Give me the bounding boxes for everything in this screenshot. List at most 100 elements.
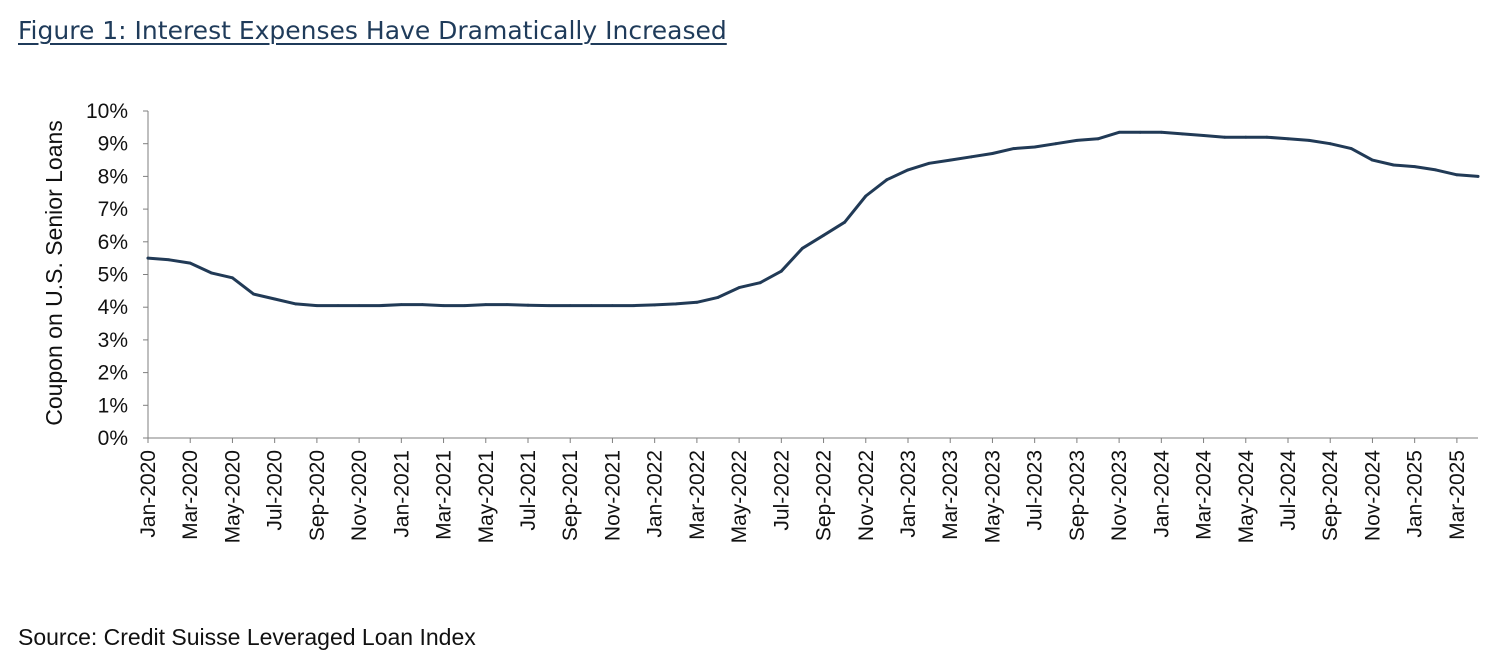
figure-title: Figure 1: Interest Expenses Have Dramati… <box>18 16 727 45</box>
y-tick-label: 3% <box>98 329 128 352</box>
x-tick-label: Jan-2020 <box>137 450 160 538</box>
x-tick-label: Jan-2025 <box>1404 450 1427 538</box>
data-point <box>843 220 847 224</box>
y-tick-label: 6% <box>98 231 128 254</box>
data-point <box>991 152 994 155</box>
data-point <box>611 304 614 307</box>
data-point <box>252 292 256 296</box>
data-point <box>589 304 593 307</box>
y-tick-label: 1% <box>98 394 128 417</box>
x-tick-label: Jan-2023 <box>897 450 920 538</box>
data-point <box>378 304 382 307</box>
data-point <box>1265 135 1269 139</box>
data-point <box>927 161 931 165</box>
data-point <box>231 276 234 280</box>
data-point <box>1223 135 1227 139</box>
data-point <box>357 304 361 307</box>
x-tick-label: Nov-2022 <box>855 450 878 541</box>
x-tick-label: Jan-2022 <box>644 450 667 538</box>
data-point <box>1307 139 1311 142</box>
y-tick-label: 4% <box>98 296 128 319</box>
x-tick-label: Mar-2022 <box>686 450 709 540</box>
x-tick-label: May-2024 <box>1235 450 1258 544</box>
y-axis: 0% 1% 2% 3% 4% 5% 6% 7% 8% 9% 10% <box>86 100 149 450</box>
x-tick-label: Jul-2023 <box>1024 450 1047 531</box>
data-point <box>1012 147 1015 151</box>
data-point <box>737 286 741 289</box>
data-point <box>1096 137 1100 141</box>
data-point <box>526 303 530 307</box>
source-note: Source: Credit Suisse Leveraged Loan Ind… <box>18 624 476 650</box>
data-point <box>399 303 403 306</box>
data-point <box>421 303 424 306</box>
y-tick-label: 10% <box>86 100 128 123</box>
data-point <box>568 304 572 307</box>
data-point <box>1075 139 1079 142</box>
data-point <box>188 261 192 265</box>
data-point <box>906 168 910 172</box>
x-tick-label: Sep-2020 <box>306 450 329 541</box>
data-point <box>885 178 889 182</box>
data-point <box>1328 142 1332 146</box>
data-point <box>1181 132 1184 136</box>
y-tick-label: 5% <box>98 264 128 287</box>
data-point <box>1286 137 1290 141</box>
data-point <box>1455 173 1459 177</box>
data-point <box>674 302 678 306</box>
data-point <box>209 271 213 275</box>
x-tick-label: Jan-2024 <box>1150 450 1173 538</box>
x-tick-label: Sep-2021 <box>559 450 582 541</box>
x-tick-label: Sep-2023 <box>1066 450 1089 541</box>
x-tick-label: May-2022 <box>728 450 751 543</box>
data-point <box>547 304 551 307</box>
x-tick-label: Mar-2020 <box>179 450 202 540</box>
data-point <box>463 304 467 307</box>
data-point <box>167 258 171 262</box>
x-tick-label: Sep-2024 <box>1319 450 1342 541</box>
x-tick-label: Jul-2021 <box>517 450 540 531</box>
data-point <box>695 300 699 304</box>
x-tick-label: Jul-2022 <box>770 450 793 531</box>
y-tick-label: 8% <box>98 165 128 188</box>
data-point <box>758 281 762 285</box>
data-point <box>315 304 319 307</box>
data-point <box>1434 168 1438 172</box>
x-tick-label: Nov-2024 <box>1361 450 1384 541</box>
data-point <box>1033 145 1037 149</box>
x-tick-label: Nov-2020 <box>348 450 371 541</box>
data-point <box>1413 165 1417 169</box>
data-point <box>1202 134 1205 137</box>
y-tick-label: 7% <box>98 198 128 221</box>
x-tick-label: May-2020 <box>221 450 244 543</box>
data-point <box>505 303 509 306</box>
data-point <box>442 304 445 307</box>
data-point <box>294 302 298 306</box>
x-tick-label: May-2023 <box>981 450 1004 543</box>
x-tick-label: May-2021 <box>475 450 498 543</box>
x-tick-label: Sep-2022 <box>813 450 836 541</box>
data-point <box>801 246 804 250</box>
data-point <box>1392 163 1395 167</box>
data-point <box>146 256 150 260</box>
x-tick-label: Jul-2024 <box>1277 450 1300 531</box>
data-point <box>1117 130 1121 134</box>
y-axis-title: Coupon on U.S. Senior Loans <box>41 120 67 426</box>
data-point <box>273 297 277 301</box>
x-tick-label: Mar-2023 <box>939 450 962 540</box>
data-point <box>1054 142 1058 146</box>
data-point <box>484 303 488 306</box>
data-point <box>632 304 635 307</box>
data-point <box>822 233 825 237</box>
data-point <box>779 269 783 273</box>
data-point <box>716 296 720 299</box>
x-tick-label: Nov-2021 <box>601 450 624 541</box>
x-tick-label: Jan-2021 <box>390 450 413 538</box>
data-point <box>969 155 973 159</box>
y-tick-label: 2% <box>98 362 128 385</box>
data-point <box>1138 130 1142 134</box>
data-point <box>1371 158 1374 162</box>
x-axis: Jan-2020 Mar-2020 May-2020 Jul-2020 Sep-2020… <box>137 437 1478 544</box>
data-point <box>948 158 952 162</box>
data-point <box>1244 135 1248 139</box>
